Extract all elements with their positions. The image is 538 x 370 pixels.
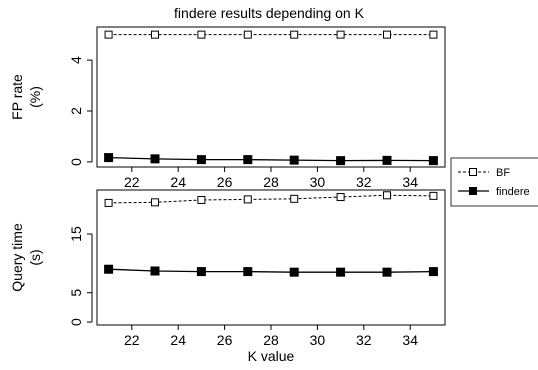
fp-rate-bf-point <box>243 30 252 39</box>
fp-rate-findere-point <box>243 155 253 165</box>
fp-rate-x-tick-label: 30 <box>310 174 326 190</box>
query-time-x-tick-label: 34 <box>402 332 418 348</box>
fp-rate-findere-point <box>336 156 346 166</box>
fp-rate-y-tick-label: 2 <box>68 107 84 115</box>
query-time-bf-point <box>290 194 299 203</box>
legend-findere-marker <box>469 187 477 195</box>
chart-title: findere results depending on K <box>174 5 365 21</box>
fp-rate-findere-point <box>196 155 206 165</box>
query-time-y-tick-label: 0 <box>68 318 84 326</box>
query-time-bf-point <box>336 193 345 202</box>
query-time-plot-frame <box>96 189 446 326</box>
fp-rate-findere-point <box>428 156 438 166</box>
legend: BF findere <box>450 157 538 207</box>
fp-rate-bf-point <box>429 30 438 39</box>
fp-rate-findere-line <box>108 156 434 162</box>
query-time-bf-point <box>383 191 391 200</box>
fp-rate-y-axis-label: FP rate <box>9 74 25 120</box>
fp-rate-bf-point <box>383 30 391 39</box>
x-axis-label: K value <box>248 348 295 364</box>
query-time-panel: 22 24 26 28 30 32 34 0 5 15 Query time (s) <box>9 189 446 348</box>
fp-rate-findere-point <box>150 154 160 164</box>
legend-box <box>450 157 538 207</box>
fp-rate-x-tick-label: 26 <box>217 174 233 190</box>
fp-rate-bf-point <box>151 30 159 39</box>
legend-bf-label: BF <box>496 167 510 179</box>
fp-rate-findere-point <box>382 155 392 165</box>
query-time-findere-point <box>196 267 206 277</box>
query-time-bf-point <box>151 198 159 207</box>
query-time-bf-point <box>429 191 438 200</box>
fp-rate-x-tick-label: 28 <box>263 174 279 190</box>
query-time-bf-point <box>243 195 252 204</box>
query-time-findere-point <box>243 267 253 277</box>
query-time-x-tick-label: 28 <box>263 332 279 348</box>
fp-rate-x-tick-label: 24 <box>170 174 186 190</box>
query-time-x-tick-label: 26 <box>217 332 233 348</box>
query-time-findere-point <box>428 267 438 277</box>
fp-rate-bf-point <box>104 30 113 39</box>
query-time-findere-point <box>150 266 160 276</box>
query-time-bf-point <box>197 195 206 204</box>
fp-rate-findere-point <box>104 153 114 163</box>
query-time-bf-point <box>104 198 113 207</box>
fp-rate-y-tick-label: 4 <box>68 56 84 64</box>
query-time-findere-point <box>289 267 299 277</box>
fp-rate-bf-point <box>290 30 299 39</box>
query-time-x-tick-label: 30 <box>310 332 326 348</box>
query-time-findere-point <box>382 267 392 277</box>
query-time-x-tick-label: 22 <box>124 332 140 348</box>
fp-rate-x-tick-label: 34 <box>402 174 418 190</box>
fp-rate-plot-frame <box>96 26 446 168</box>
fp-rate-x-tick-label: 22 <box>124 174 140 190</box>
query-time-findere-point <box>336 267 346 277</box>
fp-rate-findere-point <box>289 155 299 165</box>
legend-bf-marker <box>469 168 477 176</box>
query-time-x-tick-label: 24 <box>170 332 186 348</box>
query-time-findere-line <box>108 268 434 273</box>
query-time-findere-point <box>104 264 114 274</box>
query-time-y-axis-label: Query time <box>9 223 25 292</box>
query-time-y-tick-label: 15 <box>68 226 84 242</box>
query-time-y-tick-label: 5 <box>68 289 84 297</box>
query-time-bf-line <box>108 194 434 204</box>
fp-rate-bf-point <box>336 30 345 39</box>
query-time-x-tick-label: 32 <box>356 332 372 348</box>
fp-rate-y-tick-label: 0 <box>68 158 84 166</box>
legend-findere-label: findere <box>496 186 530 198</box>
fp-rate-x-tick-label: 32 <box>356 174 372 190</box>
query-time-y-axis-unit: (s) <box>27 249 43 265</box>
fp-rate-y-axis-unit: (%) <box>27 86 43 108</box>
fp-rate-bf-point <box>197 30 206 39</box>
